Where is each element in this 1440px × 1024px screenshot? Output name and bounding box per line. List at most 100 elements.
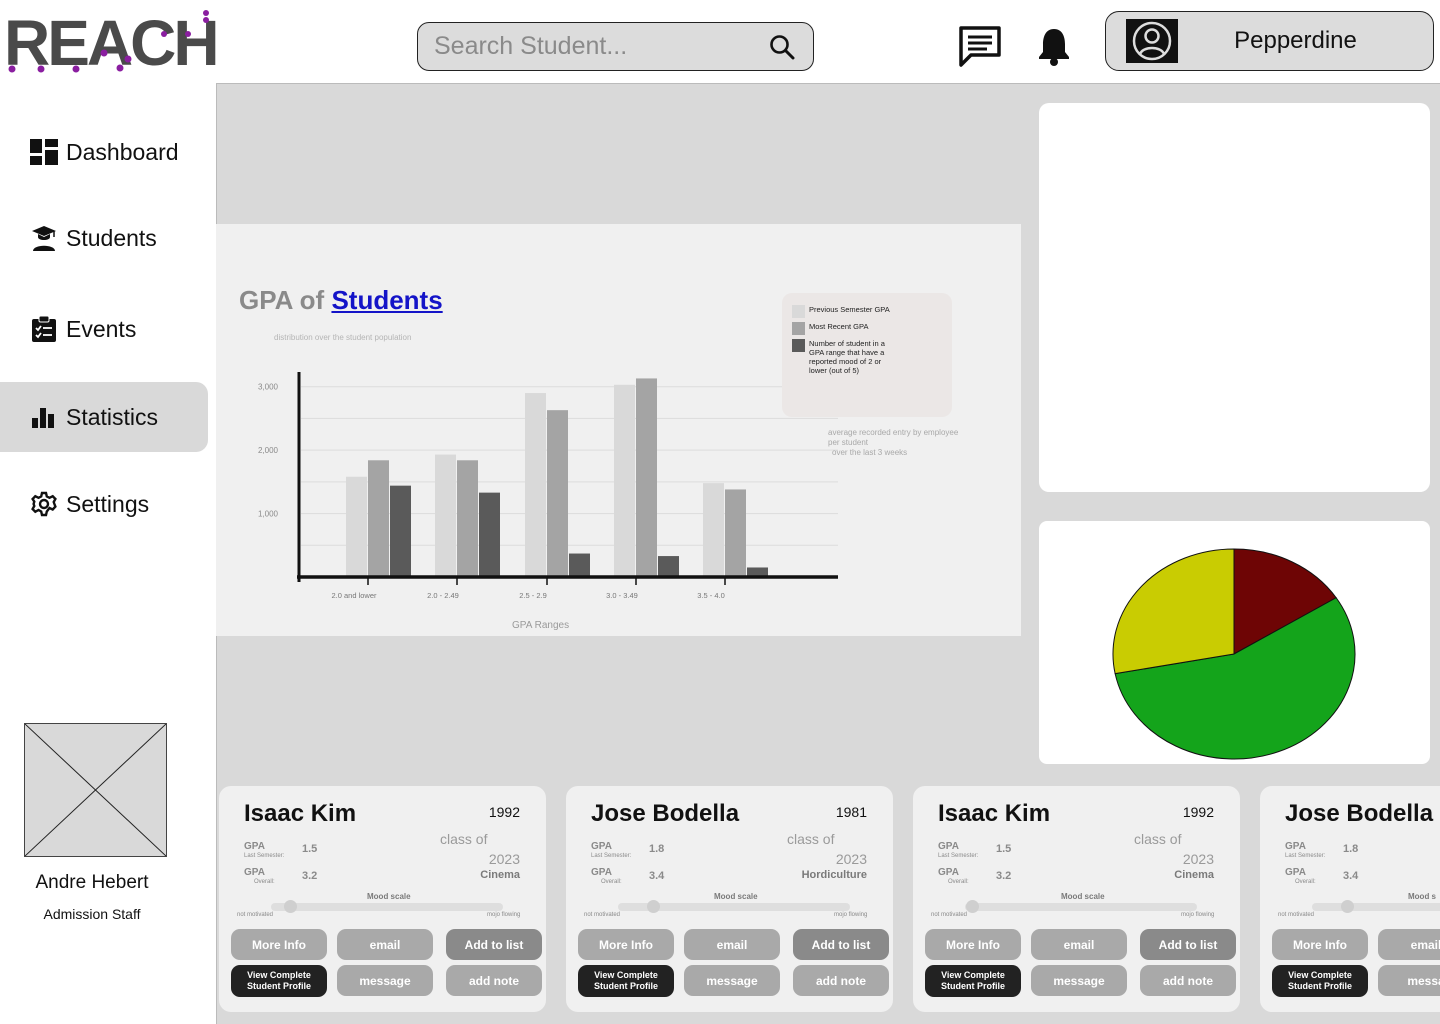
view-profile-button[interactable]: View Complete Student Profile: [1272, 965, 1368, 997]
mood-slider-knob[interactable]: [965, 900, 979, 913]
gpa-overall-value: 3.2: [996, 870, 1012, 882]
gpa-label: GPA: [591, 867, 612, 878]
add-to-list-button[interactable]: Add to list: [446, 929, 542, 960]
search-icon[interactable]: [767, 32, 797, 62]
reach-logo[interactable]: REACH: [4, 8, 216, 74]
mood-slider[interactable]: [618, 900, 850, 913]
sidebar-item-statistics[interactable]: Statistics: [0, 382, 208, 452]
message-button[interactable]: messa: [1378, 965, 1440, 996]
chart-note-line: per student: [828, 438, 869, 447]
pie-chart: [1112, 548, 1356, 760]
sidebar-item-events[interactable]: Events: [0, 294, 208, 364]
pie-slice: [1112, 548, 1235, 675]
mood-high-label: mojo flowing: [487, 912, 521, 918]
gpa-sub-label: Overall:: [254, 879, 275, 885]
gpa-sub-label: Last Semester:: [591, 853, 632, 859]
x-tick-label: 3.5 - 4.0: [697, 591, 725, 600]
gpa-last-value: 1.8: [1343, 843, 1359, 855]
bar-chart-icon: [30, 403, 58, 431]
class-year: 2023: [1182, 851, 1214, 867]
search-input[interactable]: [434, 32, 767, 61]
mood-slider-knob[interactable]: [283, 900, 297, 913]
mood-slider[interactable]: [965, 900, 1197, 913]
add-note-button[interactable]: add note: [446, 965, 542, 996]
legend-label: Number of student in a GPA range that ha…: [809, 339, 885, 375]
bar: [368, 460, 389, 577]
message-button[interactable]: message: [684, 965, 780, 996]
empty-widget-panel: [1039, 103, 1430, 492]
chart-note-line: over the last 3 weeks: [832, 448, 908, 457]
legend-swatch: [792, 305, 805, 318]
more-info-button[interactable]: More Info: [925, 929, 1021, 960]
view-profile-button[interactable]: View Complete Student Profile: [925, 965, 1021, 997]
legend-label: Previous Semester GPA: [809, 305, 890, 314]
message-icon[interactable]: [956, 24, 1004, 68]
email-button[interactable]: email: [684, 929, 780, 960]
bar: [636, 378, 657, 577]
student-card: Jose Bodella 1981 class of 2023 Hordicul…: [1260, 786, 1440, 1012]
view-profile-button[interactable]: View Complete Student Profile: [578, 965, 674, 997]
graduation-icon: [30, 224, 58, 252]
sidebar-item-settings[interactable]: Settings: [0, 469, 208, 539]
search-bar: [417, 22, 814, 71]
mood-scale-title: Mood scale: [1061, 892, 1105, 901]
email-button[interactable]: email: [1378, 929, 1440, 960]
student-class: class of 2023: [440, 829, 520, 869]
more-info-button[interactable]: More Info: [231, 929, 327, 960]
add-note-button[interactable]: add note: [793, 965, 889, 996]
gpa-last-label: GPA Last Semester:: [244, 842, 284, 860]
student-name[interactable]: Isaac Kim: [244, 800, 357, 827]
gpa-overall-label: GPA Overall:: [591, 868, 622, 886]
student-card: Isaac Kim 1992 class of 2023 Cinema GPA …: [913, 786, 1240, 1012]
more-info-button[interactable]: More Info: [578, 929, 674, 960]
y-tick-label: 3,000: [258, 383, 279, 392]
student-name[interactable]: Isaac Kim: [938, 800, 1051, 827]
student-name[interactable]: Jose Bodella: [1285, 800, 1434, 827]
legend-swatch: [792, 339, 805, 352]
student-card: Isaac Kim 1992 class of 2023 Cinema GPA …: [219, 786, 546, 1012]
add-to-list-button[interactable]: Add to list: [793, 929, 889, 960]
message-button[interactable]: message: [337, 965, 433, 996]
class-label: class of: [440, 831, 488, 847]
bar: [457, 460, 478, 577]
mood-slider-knob[interactable]: [646, 900, 660, 913]
email-button[interactable]: email: [1031, 929, 1127, 960]
mood-slider-knob[interactable]: [1340, 900, 1354, 913]
class-label: class of: [1134, 831, 1182, 847]
profile-button[interactable]: Pepperdine: [1105, 11, 1434, 71]
mood-low-label: not motivated: [237, 912, 274, 918]
sidebar-item-students[interactable]: Students: [0, 203, 208, 273]
bell-icon[interactable]: [1030, 24, 1078, 68]
bar: [547, 410, 568, 577]
profile-name: Pepperdine: [1234, 27, 1357, 54]
gpa-label: GPA: [1285, 867, 1306, 878]
student-name[interactable]: Jose Bodella: [591, 800, 740, 827]
gpa-sub-label: Last Semester:: [1285, 853, 1326, 859]
class-year: 2023: [488, 851, 520, 867]
message-button[interactable]: message: [1031, 965, 1127, 996]
gpa-last-label: GPA Last Semester:: [1285, 842, 1325, 860]
pie-slice: [1233, 548, 1337, 655]
add-to-list-button[interactable]: Add to list: [1140, 929, 1236, 960]
x-tick-label: 2.0 and lower: [331, 591, 377, 600]
chart-title-link[interactable]: Students: [331, 285, 443, 315]
email-button[interactable]: email: [337, 929, 433, 960]
sidebar-item-label: Students: [66, 224, 157, 251]
mood-slider[interactable]: [1312, 900, 1440, 913]
mood-slider[interactable]: [271, 900, 503, 913]
more-info-button[interactable]: More Info: [1272, 929, 1368, 960]
gpa-overall-value: 3.4: [649, 870, 665, 882]
bar: [658, 556, 679, 577]
chart-legend: Previous Semester GPA Most Recent GPA Nu…: [782, 293, 952, 417]
bar: [747, 567, 768, 577]
view-profile-button[interactable]: View Complete Student Profile: [231, 965, 327, 997]
gpa-sub-label: Overall:: [1295, 879, 1316, 885]
gpa-sub-label: Last Semester:: [244, 853, 285, 859]
bar: [435, 454, 456, 577]
gpa-label: GPA: [1285, 841, 1306, 852]
gpa-overall-label: GPA Overall:: [1285, 868, 1316, 886]
add-note-button[interactable]: add note: [1140, 965, 1236, 996]
sidebar-item-dashboard[interactable]: Dashboard: [0, 117, 208, 187]
legend-item: Number of student in a GPA range that ha…: [792, 339, 892, 375]
